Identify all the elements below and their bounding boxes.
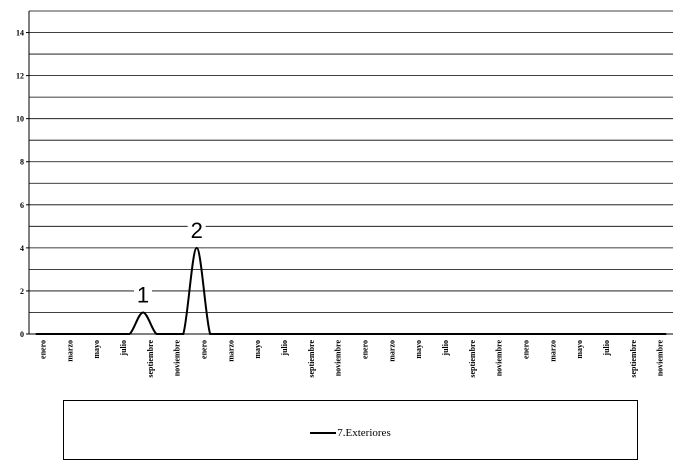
- x-tick-label: noviembre: [495, 340, 504, 377]
- y-tick-label: 10: [16, 115, 24, 124]
- x-tick-label: septiembre: [146, 340, 155, 378]
- x-tick-label: noviembre: [173, 340, 182, 377]
- x-tick-label: enero: [38, 340, 47, 359]
- x-tick-label: enero: [521, 340, 530, 359]
- x-tick-label: marzo: [387, 340, 396, 362]
- x-tick-label: septiembre: [307, 340, 316, 378]
- legend-swatch: [310, 432, 336, 434]
- x-tick-label: mayo: [92, 340, 101, 359]
- x-tick-label: marzo: [226, 340, 235, 362]
- x-tick-label: noviembre: [656, 340, 665, 377]
- y-tick-label: 2: [20, 287, 24, 296]
- y-tick-label: 8: [20, 158, 24, 167]
- x-tick-label: julio: [441, 340, 450, 357]
- gridlines: [29, 11, 673, 312]
- x-tick-label: septiembre: [468, 340, 477, 378]
- x-tick-label: enero: [360, 340, 369, 359]
- axes: [29, 11, 673, 334]
- x-tick-label: julio: [602, 340, 611, 357]
- y-tick-label: 0: [20, 330, 24, 339]
- y-tick-label: 12: [16, 72, 24, 81]
- data-label: 1: [137, 282, 149, 307]
- x-tick-label: julio: [119, 340, 128, 357]
- legend-label: 7.Exteriores: [337, 427, 390, 439]
- x-tick-label: mayo: [414, 340, 423, 359]
- legend: 7.Exteriores: [63, 400, 638, 460]
- x-tick-label: marzo: [548, 340, 557, 362]
- y-tick-label: 14: [16, 29, 24, 38]
- y-tick-label: 6: [20, 201, 24, 210]
- x-tick-label: enero: [199, 340, 208, 359]
- x-tick-label: mayo: [575, 340, 584, 359]
- y-tick-label: 4: [20, 244, 24, 253]
- data-labels: 12: [134, 218, 206, 308]
- legend-entry: 7.Exteriores: [64, 427, 637, 439]
- y-axis-ticks: 0 2 4 6 8 10 12 14: [16, 29, 29, 339]
- x-tick-label: marzo: [65, 340, 74, 362]
- x-tick-label: mayo: [253, 340, 262, 359]
- data-label: 2: [191, 218, 203, 243]
- x-axis-ticks: enero marzo mayo julio septiembre noviembre en…: [38, 340, 664, 378]
- x-tick-label: noviembre: [334, 340, 343, 377]
- x-tick-label: julio: [280, 340, 289, 357]
- x-tick-label: septiembre: [629, 340, 638, 378]
